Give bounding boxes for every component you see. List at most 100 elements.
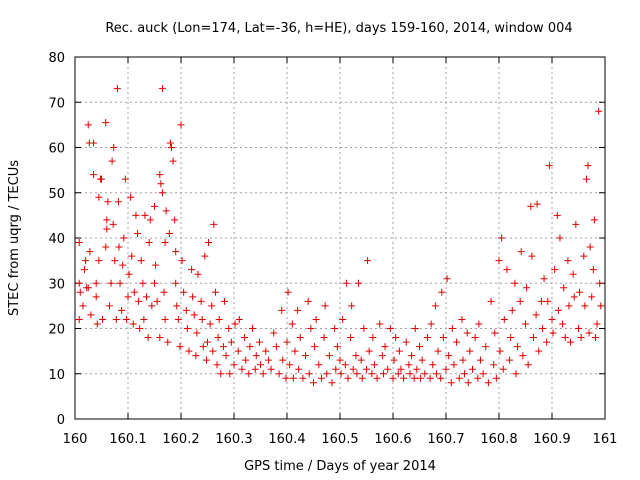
- data-point: [331, 325, 339, 332]
- data-point: [90, 139, 98, 147]
- data-point: [487, 297, 495, 305]
- data-point: [482, 343, 490, 351]
- data-point: [349, 365, 357, 373]
- x-axis-label: GPS time / Days of year 2014: [244, 459, 436, 474]
- data-point: [102, 119, 110, 127]
- x-tick-label: 160.9: [533, 432, 570, 447]
- data-point: [87, 311, 95, 319]
- data-point: [408, 352, 416, 360]
- data-point: [355, 279, 363, 287]
- data-point: [119, 261, 127, 269]
- data-point: [130, 288, 138, 296]
- data-point: [152, 261, 160, 269]
- data-point: [146, 216, 154, 224]
- data-point: [197, 297, 205, 305]
- data-point: [121, 175, 129, 183]
- data-point: [463, 329, 471, 337]
- data-point: [370, 361, 378, 369]
- data-point: [344, 374, 352, 382]
- data-point: [144, 334, 152, 342]
- data-point: [143, 293, 151, 301]
- data-point: [545, 162, 553, 170]
- data-point: [341, 361, 349, 369]
- data-point: [90, 171, 98, 179]
- data-point: [348, 302, 356, 310]
- data-point: [368, 370, 376, 378]
- data-point: [209, 347, 217, 355]
- data-point: [95, 257, 103, 265]
- data-point: [92, 293, 100, 301]
- data-point: [148, 302, 156, 310]
- data-point: [537, 297, 545, 305]
- data-point: [369, 334, 377, 342]
- x-tick-label: 160.1: [109, 432, 146, 447]
- data-point: [310, 379, 317, 387]
- data-point: [476, 356, 484, 364]
- data-point: [234, 347, 242, 355]
- data-point: [227, 338, 235, 346]
- data-point: [245, 370, 253, 378]
- data-point: [402, 338, 410, 346]
- data-point: [278, 306, 286, 314]
- y-tick-label: 50: [48, 187, 65, 202]
- data-point: [220, 297, 228, 305]
- data-point: [379, 370, 387, 378]
- data-point: [128, 252, 136, 260]
- data-point: [386, 325, 394, 332]
- data-point: [499, 365, 507, 373]
- data-point: [577, 334, 585, 342]
- data-point: [103, 225, 111, 233]
- data-point: [288, 320, 296, 328]
- data-point: [93, 320, 101, 328]
- data-point: [171, 216, 179, 224]
- x-tick-label: 160.7: [427, 432, 464, 447]
- data-point: [549, 329, 557, 337]
- data-point: [506, 356, 514, 364]
- data-point: [194, 270, 202, 278]
- data-point: [337, 370, 345, 378]
- data-point: [524, 361, 532, 369]
- data-point: [108, 157, 116, 165]
- data-point: [264, 356, 272, 364]
- data-point: [188, 266, 196, 274]
- data-point: [570, 293, 578, 301]
- data-point: [581, 302, 589, 310]
- data-point: [426, 374, 434, 382]
- data-point: [535, 347, 543, 355]
- data-point: [120, 234, 128, 242]
- data-point: [565, 302, 573, 310]
- x-tick-label: 160.3: [215, 432, 252, 447]
- data-point: [585, 329, 593, 337]
- data-point: [453, 338, 461, 346]
- data-point: [167, 144, 175, 151]
- data-point: [295, 365, 303, 373]
- data-point: [214, 334, 222, 342]
- data-point: [182, 306, 190, 314]
- data-point: [471, 334, 479, 342]
- data-point: [296, 334, 304, 342]
- data-point: [75, 239, 83, 247]
- data-point: [417, 374, 425, 382]
- data-point: [104, 198, 112, 206]
- data-point: [315, 361, 323, 369]
- data-point: [458, 315, 466, 323]
- data-point: [551, 266, 559, 274]
- x-tick-label: 160.5: [321, 432, 358, 447]
- data-point: [443, 275, 451, 283]
- data-point: [352, 352, 360, 360]
- data-point: [496, 347, 504, 355]
- data-point: [118, 306, 126, 314]
- data-point: [225, 325, 233, 332]
- data-point: [257, 361, 264, 369]
- data-point: [312, 315, 320, 323]
- data-point: [572, 220, 580, 228]
- data-point: [199, 343, 207, 351]
- data-point: [596, 279, 604, 287]
- data-point: [353, 370, 361, 378]
- data-point: [538, 325, 546, 332]
- data-point: [84, 284, 92, 292]
- x-tick-label: 160.6: [374, 432, 411, 447]
- data-point: [132, 211, 140, 219]
- y-tick-label: 70: [48, 96, 65, 111]
- data-point: [177, 121, 185, 129]
